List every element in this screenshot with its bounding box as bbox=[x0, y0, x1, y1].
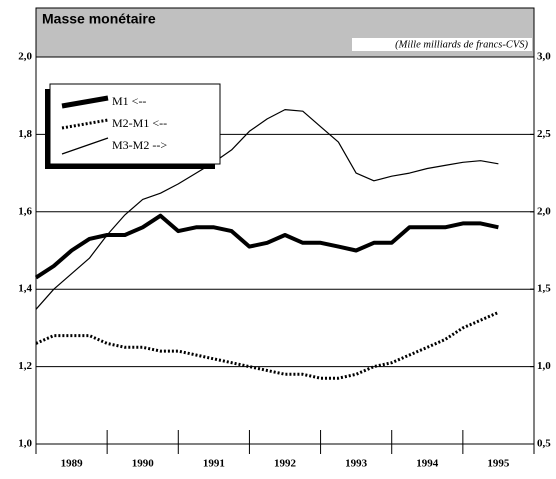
series-line bbox=[35, 311, 500, 380]
y-tick-label: 1,2 bbox=[18, 360, 32, 372]
chart-title: Masse monétaire bbox=[42, 11, 156, 27]
y-tick-label: 1,8 bbox=[18, 128, 32, 140]
legend-label: M1 <-- bbox=[112, 94, 146, 108]
legend-label: M2-M1 <-- bbox=[112, 116, 167, 130]
y2-tick-label: 2,5 bbox=[537, 128, 551, 140]
y2-tick-label: 0,5 bbox=[537, 438, 551, 450]
series-line bbox=[34, 213, 499, 280]
y-tick-label: 1,0 bbox=[18, 438, 32, 450]
x-tick-label: 1995 bbox=[487, 458, 510, 470]
x-tick-label: 1991 bbox=[203, 458, 225, 470]
legend-swatch bbox=[61, 95, 109, 109]
x-tick-label: 1993 bbox=[345, 458, 368, 470]
y2-tick-label: 3,0 bbox=[537, 51, 551, 63]
y-tick-label: 1,6 bbox=[18, 205, 32, 217]
y2-tick-label: 1,0 bbox=[537, 360, 551, 372]
subtitle-box bbox=[352, 38, 532, 51]
legend-swatch bbox=[61, 137, 109, 155]
y2-tick-label: 1,5 bbox=[537, 283, 551, 295]
series-line bbox=[35, 109, 499, 310]
y-tick-label: 1,4 bbox=[18, 283, 32, 295]
y-tick-label: 2,0 bbox=[18, 51, 32, 63]
x-tick-label: 1990 bbox=[132, 458, 155, 470]
y2-tick-label: 2,0 bbox=[537, 205, 551, 217]
x-tick-label: 1989 bbox=[61, 458, 84, 470]
x-tick-label: 1994 bbox=[416, 458, 439, 470]
x-tick-label: 1992 bbox=[274, 458, 297, 470]
legend-label: M3-M2 --> bbox=[112, 138, 167, 152]
subtitle: (Mille milliards de francs-CVS) bbox=[395, 39, 528, 50]
